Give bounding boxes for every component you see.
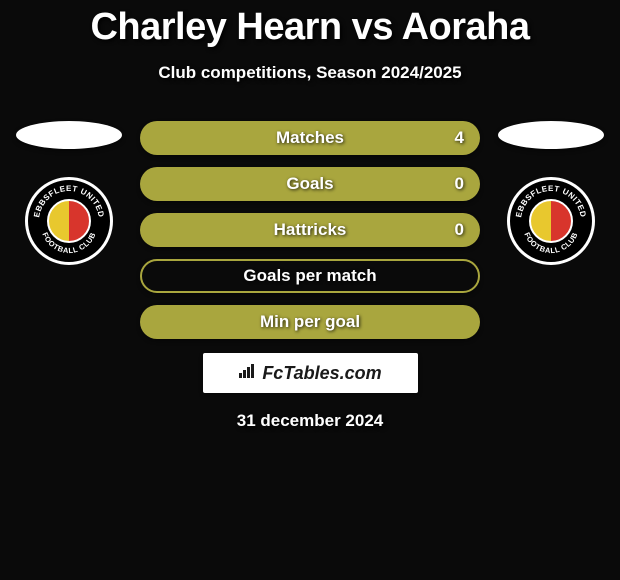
page-subtitle: Club competitions, Season 2024/2025 [0, 63, 620, 83]
chart-icon [238, 363, 258, 384]
stat-label: Goals per match [243, 266, 376, 286]
stat-value-right: 4 [455, 128, 464, 148]
stat-bar: Min per goal [140, 305, 480, 339]
left-club-badge: EBBSFLEET UNITED FOOTBALL CLUB [25, 177, 113, 265]
page-title: Charley Hearn vs Aoraha [0, 0, 620, 49]
stat-label: Goals [286, 174, 333, 194]
stat-value-right: 0 [455, 220, 464, 240]
stat-label: Min per goal [260, 312, 360, 332]
stat-value-right: 0 [455, 174, 464, 194]
comparison-row: EBBSFLEET UNITED FOOTBALL CLUB Matches 4 G… [0, 121, 620, 339]
badge-inner-shield [529, 199, 573, 243]
right-club-badge: EBBSFLEET UNITED FOOTBALL CLUB [507, 177, 595, 265]
right-avatar-placeholder [498, 121, 604, 149]
stat-bar: Goals 0 [140, 167, 480, 201]
stat-bar: Hattricks 0 [140, 213, 480, 247]
branding-box: FcTables.com [203, 353, 418, 393]
branding-text: FcTables.com [262, 363, 381, 384]
left-player-col: EBBSFLEET UNITED FOOTBALL CLUB [14, 121, 124, 265]
stat-bar: Matches 4 [140, 121, 480, 155]
stat-label: Hattricks [274, 220, 347, 240]
right-player-col: EBBSFLEET UNITED FOOTBALL CLUB [496, 121, 606, 265]
left-avatar-placeholder [16, 121, 122, 149]
stats-column: Matches 4 Goals 0 Hattricks 0 Goals per match M… [140, 121, 480, 339]
footer-date: 31 december 2024 [0, 411, 620, 431]
stat-bar: Goals per match [140, 259, 480, 293]
badge-inner-shield [47, 199, 91, 243]
stat-label: Matches [276, 128, 344, 148]
